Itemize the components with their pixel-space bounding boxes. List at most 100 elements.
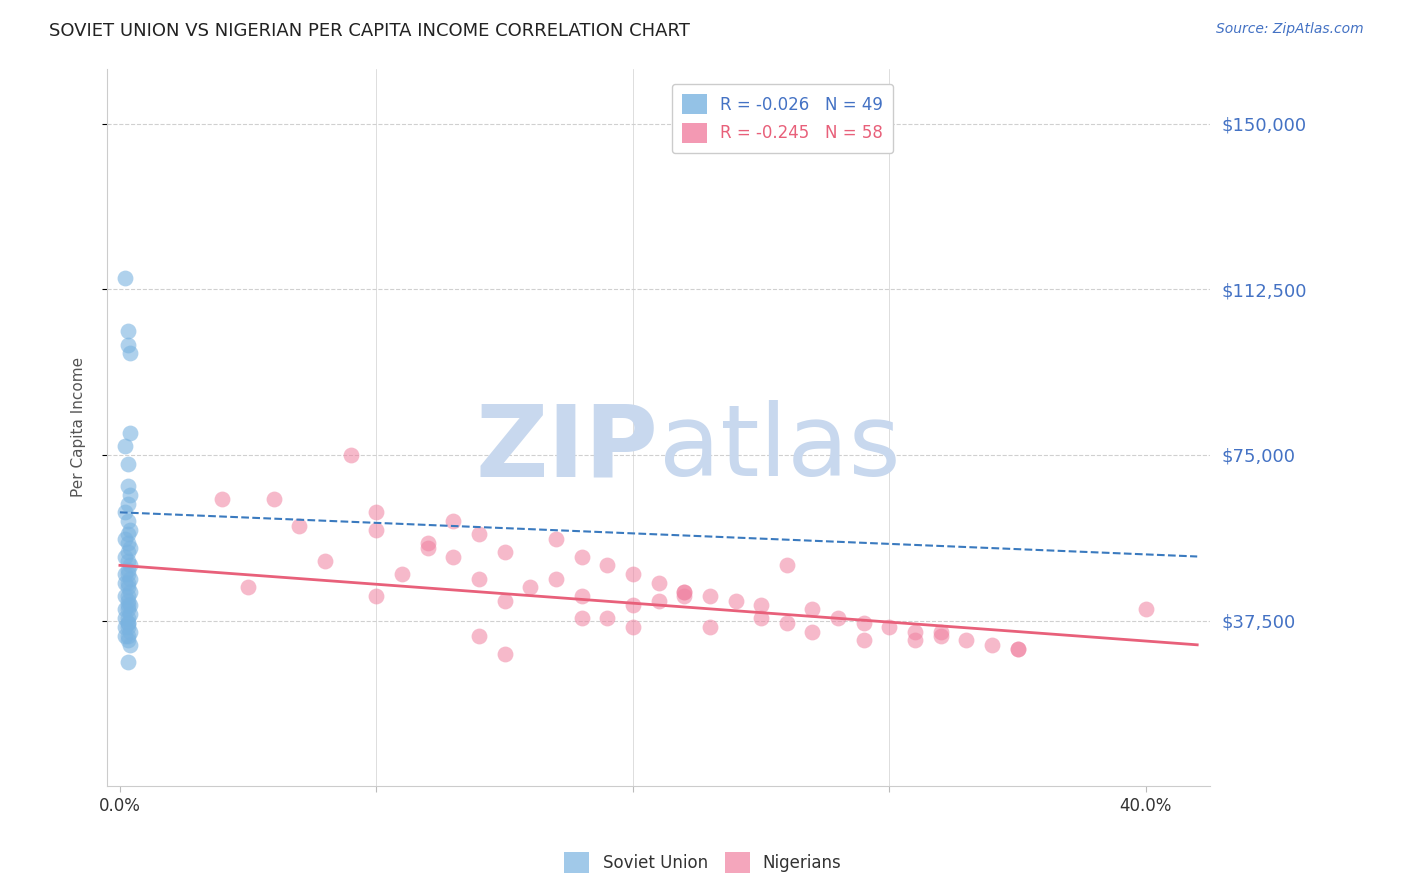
- Point: [519, 581, 541, 595]
- Point: [117, 629, 139, 643]
- Point: [647, 593, 669, 607]
- Point: [114, 611, 136, 625]
- Point: [391, 567, 413, 582]
- Point: [724, 593, 747, 607]
- Point: [621, 598, 644, 612]
- Point: [117, 545, 139, 559]
- Point: [117, 567, 139, 582]
- Point: [117, 598, 139, 612]
- Point: [114, 439, 136, 453]
- Point: [749, 598, 772, 612]
- Point: [801, 602, 824, 616]
- Point: [114, 549, 136, 564]
- Point: [621, 567, 644, 582]
- Text: Source: ZipAtlas.com: Source: ZipAtlas.com: [1216, 22, 1364, 37]
- Point: [441, 514, 464, 528]
- Point: [120, 598, 142, 612]
- Legend: R = -0.026   N = 49, R = -0.245   N = 58: R = -0.026 N = 49, R = -0.245 N = 58: [672, 84, 893, 153]
- Point: [904, 633, 927, 648]
- Point: [1135, 602, 1157, 616]
- Text: atlas: atlas: [658, 401, 900, 498]
- Text: SOVIET UNION VS NIGERIAN PER CAPITA INCOME CORRELATION CHART: SOVIET UNION VS NIGERIAN PER CAPITA INCO…: [49, 22, 690, 40]
- Point: [117, 589, 139, 603]
- Point: [114, 532, 136, 546]
- Point: [468, 527, 491, 541]
- Point: [1007, 642, 1029, 657]
- Point: [827, 611, 849, 625]
- Point: [117, 536, 139, 550]
- Point: [596, 611, 619, 625]
- Point: [571, 611, 593, 625]
- Point: [929, 629, 952, 643]
- Point: [494, 647, 516, 661]
- Point: [117, 496, 139, 510]
- Point: [117, 611, 139, 625]
- Point: [904, 624, 927, 639]
- Point: [120, 541, 142, 555]
- Point: [114, 602, 136, 616]
- Text: ZIP: ZIP: [475, 401, 658, 498]
- Point: [117, 620, 139, 634]
- Point: [120, 607, 142, 621]
- Point: [776, 615, 799, 630]
- Point: [929, 624, 952, 639]
- Point: [117, 656, 139, 670]
- Point: [117, 563, 139, 577]
- Point: [544, 572, 567, 586]
- Point: [114, 271, 136, 285]
- Point: [494, 593, 516, 607]
- Point: [468, 572, 491, 586]
- Point: [955, 633, 977, 648]
- Point: [621, 620, 644, 634]
- Y-axis label: Per Capita Income: Per Capita Income: [72, 358, 86, 498]
- Point: [236, 581, 259, 595]
- Point: [571, 589, 593, 603]
- Point: [120, 558, 142, 573]
- Point: [117, 615, 139, 630]
- Point: [117, 633, 139, 648]
- Point: [120, 584, 142, 599]
- Point: [776, 558, 799, 573]
- Point: [120, 523, 142, 537]
- Point: [1007, 642, 1029, 657]
- Point: [852, 615, 875, 630]
- Point: [288, 518, 311, 533]
- Point: [114, 620, 136, 634]
- Point: [117, 615, 139, 630]
- Point: [981, 638, 1004, 652]
- Point: [120, 638, 142, 652]
- Point: [117, 576, 139, 591]
- Point: [120, 624, 142, 639]
- Point: [749, 611, 772, 625]
- Point: [673, 584, 696, 599]
- Point: [117, 602, 139, 616]
- Point: [647, 576, 669, 591]
- Point: [314, 554, 336, 568]
- Point: [117, 593, 139, 607]
- Point: [699, 589, 721, 603]
- Point: [114, 567, 136, 582]
- Point: [117, 514, 139, 528]
- Point: [114, 505, 136, 519]
- Point: [673, 584, 696, 599]
- Point: [117, 554, 139, 568]
- Point: [120, 488, 142, 502]
- Legend: Soviet Union, Nigerians: Soviet Union, Nigerians: [558, 846, 848, 880]
- Point: [117, 324, 139, 338]
- Point: [416, 536, 439, 550]
- Point: [114, 629, 136, 643]
- Point: [120, 572, 142, 586]
- Point: [117, 527, 139, 541]
- Point: [117, 457, 139, 471]
- Point: [544, 532, 567, 546]
- Point: [494, 545, 516, 559]
- Point: [117, 479, 139, 493]
- Point: [416, 541, 439, 555]
- Point: [596, 558, 619, 573]
- Point: [366, 523, 388, 537]
- Point: [673, 589, 696, 603]
- Point: [879, 620, 901, 634]
- Point: [339, 448, 361, 462]
- Point: [441, 549, 464, 564]
- Point: [366, 589, 388, 603]
